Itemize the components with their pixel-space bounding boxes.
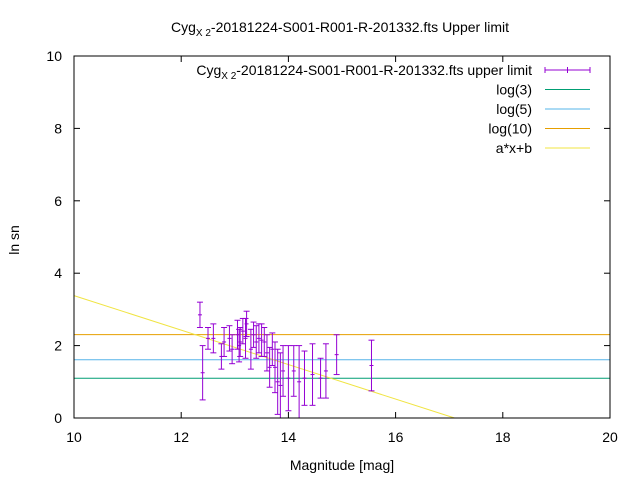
data-point bbox=[317, 357, 324, 399]
data-point bbox=[199, 345, 206, 401]
data-point bbox=[301, 350, 308, 406]
x-tick-label: 10 bbox=[66, 429, 82, 445]
legend-label: a*x+b bbox=[496, 140, 532, 156]
data-point bbox=[247, 328, 254, 370]
chart-title-text: CygX 2-20181224-S001-R001-R-201332.fts U… bbox=[171, 19, 509, 39]
data-point bbox=[333, 334, 340, 376]
chart-title: CygX 2-20181224-S001-R001-R-201332.fts U… bbox=[171, 19, 509, 39]
x-tick-label: 16 bbox=[388, 429, 404, 445]
data-point bbox=[368, 339, 375, 392]
data-point bbox=[255, 323, 262, 354]
legend-item: log(10) bbox=[488, 121, 590, 137]
y-tick-label: 0 bbox=[54, 410, 62, 426]
data-point bbox=[296, 345, 303, 419]
data-point bbox=[269, 332, 276, 367]
data-point bbox=[210, 323, 217, 354]
y-tick-label: 2 bbox=[54, 338, 62, 354]
legend-item: log(3) bbox=[496, 82, 590, 98]
legend-label: log(10) bbox=[488, 121, 532, 137]
legend-label: CygX 2-20181224-S001-R001-R-201332.fts u… bbox=[196, 62, 532, 82]
legend-label: log(3) bbox=[496, 82, 532, 98]
data-point bbox=[229, 334, 236, 365]
legend-item: CygX 2-20181224-S001-R001-R-201332.fts u… bbox=[196, 62, 591, 82]
data-point bbox=[242, 317, 249, 359]
chart-title-main: Cyg bbox=[171, 19, 196, 35]
data-point bbox=[309, 343, 316, 406]
data-point bbox=[258, 323, 265, 357]
y-tick-label: 6 bbox=[54, 193, 62, 209]
x-tick-label: 14 bbox=[281, 429, 297, 445]
data-point bbox=[243, 310, 250, 338]
legend-item: log(5) bbox=[496, 101, 590, 117]
data-point bbox=[261, 327, 268, 357]
legend-label: log(5) bbox=[496, 101, 532, 117]
data-point bbox=[272, 341, 278, 394]
error-bars bbox=[196, 301, 375, 419]
data-point bbox=[285, 345, 292, 412]
chart-title-subscript: X 2 bbox=[196, 28, 211, 39]
chart-title-rest: -20181224-S001-R001-R-201332.fts Upper l… bbox=[211, 19, 509, 35]
plot-border bbox=[73, 55, 611, 419]
y-tick-label: 4 bbox=[54, 265, 62, 281]
x-axis: 10 12 14 16 18 20 bbox=[66, 56, 618, 445]
x-tick-label: 12 bbox=[173, 429, 189, 445]
legend: CygX 2-20181224-S001-R001-R-201332.fts u… bbox=[196, 62, 591, 156]
data-point bbox=[237, 327, 244, 357]
x-axis-label: Magnitude [mag] bbox=[290, 457, 394, 473]
data-point bbox=[221, 327, 228, 357]
x-tick-label: 18 bbox=[495, 429, 511, 445]
y-axis: 0 2 4 6 8 10 bbox=[46, 48, 610, 426]
plot-lines bbox=[73, 295, 610, 419]
y-tick-label: 8 bbox=[54, 120, 62, 136]
data-point bbox=[250, 321, 257, 348]
legend-item: a*x+b bbox=[496, 140, 590, 156]
data-point bbox=[263, 334, 270, 372]
y-tick-label: 10 bbox=[46, 48, 62, 64]
data-point bbox=[274, 348, 281, 415]
data-point bbox=[196, 301, 203, 328]
data-point bbox=[226, 325, 233, 352]
y-axis-label: ln sn bbox=[6, 225, 22, 255]
data-point bbox=[280, 345, 287, 397]
data-point bbox=[290, 345, 297, 397]
data-point bbox=[322, 343, 329, 399]
data-point bbox=[266, 346, 273, 388]
data-point bbox=[239, 317, 246, 345]
data-point bbox=[205, 327, 211, 350]
x-tick-label: 20 bbox=[602, 429, 618, 445]
